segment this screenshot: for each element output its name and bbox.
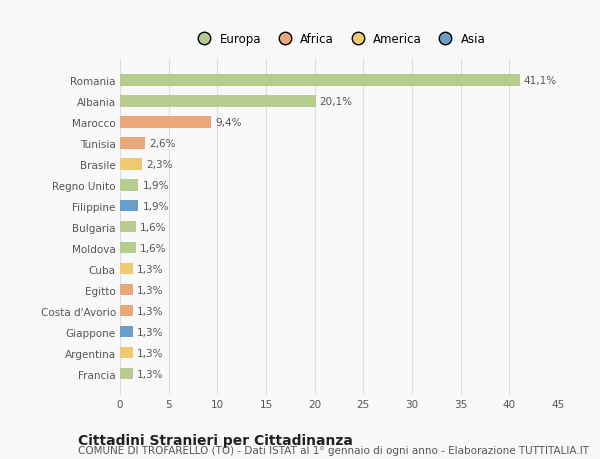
Bar [120,159,142,170]
Bar [120,263,133,275]
Bar [120,305,133,317]
Bar [120,96,316,107]
Text: 1,3%: 1,3% [137,285,163,295]
Bar [120,347,133,358]
Text: 41,1%: 41,1% [524,76,557,86]
Text: 1,9%: 1,9% [142,180,169,190]
Text: 1,3%: 1,3% [137,369,163,379]
Text: COMUNE DI TROFARELLO (TO) - Dati ISTAT al 1° gennaio di ogni anno - Elaborazione: COMUNE DI TROFARELLO (TO) - Dati ISTAT a… [78,445,589,455]
Text: 1,9%: 1,9% [142,202,169,211]
Text: 1,3%: 1,3% [137,348,163,358]
Bar [120,242,136,254]
Bar [120,284,133,296]
Text: Cittadini Stranieri per Cittadinanza: Cittadini Stranieri per Cittadinanza [78,433,353,447]
Text: 2,6%: 2,6% [149,139,176,148]
Text: 9,4%: 9,4% [215,118,242,128]
Bar [120,201,139,212]
Bar [120,117,211,128]
Legend: Europa, Africa, America, Asia: Europa, Africa, America, Asia [188,29,490,51]
Text: 1,3%: 1,3% [137,306,163,316]
Text: 1,6%: 1,6% [139,243,166,253]
Text: 1,3%: 1,3% [137,264,163,274]
Text: 2,3%: 2,3% [146,159,173,169]
Bar [120,221,136,233]
Text: 1,3%: 1,3% [137,327,163,337]
Bar [120,326,133,338]
Bar [120,179,139,191]
Bar [120,368,133,380]
Bar [120,75,520,86]
Text: 1,6%: 1,6% [139,222,166,232]
Text: 20,1%: 20,1% [320,96,353,106]
Bar [120,138,145,149]
